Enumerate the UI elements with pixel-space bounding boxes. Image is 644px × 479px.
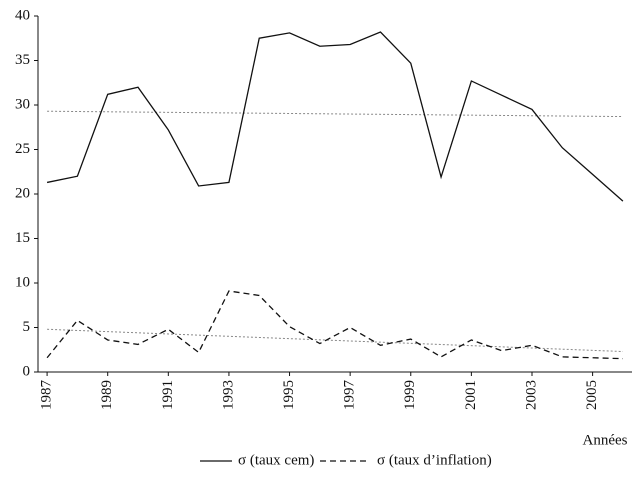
y-tick-label: 0 — [23, 363, 31, 379]
y-tick-label: 25 — [15, 141, 30, 157]
x-tick-label: 2001 — [463, 380, 479, 410]
y-tick-label: 5 — [23, 319, 31, 335]
y-tick-label: 35 — [15, 52, 30, 68]
y-tick-label: 10 — [15, 274, 30, 290]
x-tick-label: 1997 — [342, 380, 358, 411]
series-line — [46, 290, 623, 360]
y-tick-label: 40 — [15, 7, 30, 23]
x-tick-label: 1999 — [402, 380, 418, 410]
x-tick-label: 1987 — [39, 380, 55, 411]
legend-label: σ (taux d’inflation) — [377, 452, 492, 468]
x-tick-label: 1989 — [99, 380, 115, 410]
x-axis-label: Années — [583, 432, 628, 448]
y-tick-label: 30 — [15, 96, 30, 112]
trend-line — [47, 328, 623, 353]
y-tick-label: 20 — [15, 185, 30, 201]
x-tick-label: 2005 — [584, 380, 600, 410]
series-line — [46, 31, 624, 202]
x-tick-label: 1991 — [160, 380, 176, 410]
x-tick-label: 1993 — [220, 380, 236, 410]
x-tick-label: 1995 — [281, 380, 297, 410]
x-tick-label: 2003 — [523, 380, 539, 410]
legend-label: σ (taux cem) — [238, 452, 314, 468]
y-tick-label: 15 — [15, 230, 30, 246]
